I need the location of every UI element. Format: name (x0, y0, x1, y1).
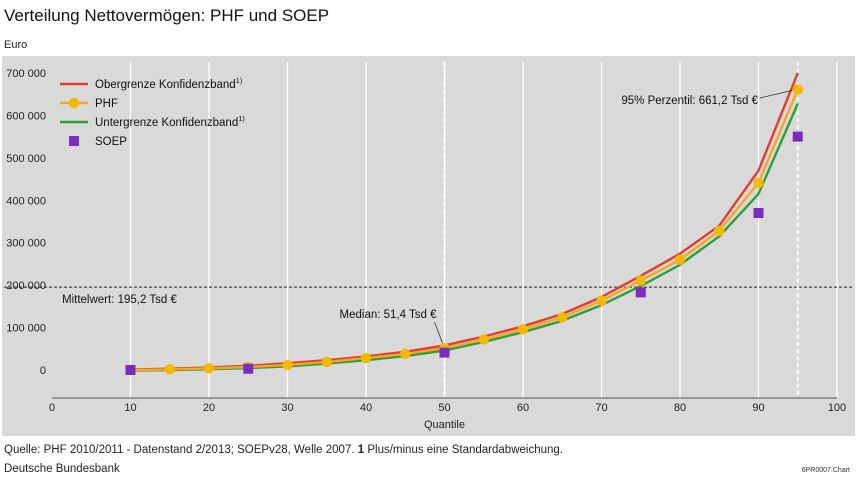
source-note: Quelle: PHF 2010/2011 - Datenstand 2/201… (4, 444, 563, 456)
x-tick-label: 20 (203, 402, 215, 414)
series-line-1 (130, 89, 799, 372)
chart-title: Verteilung Nettovermögen: PHF und SOEP (4, 6, 330, 25)
annotations: Median: 51,4 Tsd € 95% Perzentil: 661,2 T… (340, 90, 792, 344)
phf-point (753, 177, 764, 189)
plot-background (2, 56, 855, 436)
legend-series-name: Obergrenze Konfidenzband (95, 79, 236, 91)
soep-point (635, 287, 646, 298)
legend-series-name: PHF (95, 98, 118, 110)
x-tick-label: 40 (360, 402, 372, 414)
x-tick-label: 70 (595, 402, 607, 414)
footnote-number: 1 (357, 444, 365, 456)
axis-labels: 0 100 000 200 000 300 000 400 000 500 000 600 … (6, 68, 846, 431)
legend-marker-phf (68, 97, 80, 109)
legend-label-2: Untergrenze Konfidenzband1) (95, 114, 245, 129)
median-label: Median: 51,4 Tsd € (340, 309, 438, 321)
phf-point (635, 275, 646, 286)
x-tick-label: 0 (49, 402, 55, 414)
phf-point (321, 356, 332, 368)
legend-label-1: PHF (95, 98, 118, 110)
x-tick-label: 90 (752, 402, 764, 414)
soep-point (753, 208, 764, 219)
y-tick-label: 700 000 (6, 68, 46, 80)
phf-point (360, 352, 372, 364)
soep-point (439, 347, 450, 358)
legend-footnote-marker: 1) (236, 76, 243, 85)
x-tick-label: 60 (517, 402, 529, 414)
unit-label: Euro (4, 39, 28, 51)
phf-point (674, 254, 686, 265)
phf-point (400, 348, 411, 360)
y-tick-label: 300 000 (6, 238, 46, 250)
y-tick-label: 0 (40, 365, 46, 377)
phf-point (203, 363, 215, 374)
phf-point (517, 324, 529, 335)
soep-point (125, 365, 136, 375)
x-tick-label: 10 (124, 402, 136, 414)
series-group (125, 72, 803, 376)
legend-label-0: Obergrenze Konfidenzband1) (95, 76, 243, 91)
source-prefix: Quelle: PHF 2010/2011 - Datenstand 2/201… (4, 444, 358, 456)
legend-marker-soep (69, 136, 79, 146)
mean-label: Mittelwert: 195,2 Tsd € (62, 294, 177, 306)
chart-code: 6PR0007.Chart (801, 467, 850, 474)
soep-point (243, 363, 254, 374)
legend-series-name: Untergrenze Konfidenzband (95, 117, 238, 129)
median-leader-line (434, 321, 443, 344)
x-tick-label: 30 (281, 402, 293, 414)
legend: Obergrenze Konfidenzband1)PHFUntergrenze… (60, 76, 245, 148)
series-line-2 (130, 103, 799, 372)
y-tick-label: 100 000 (6, 323, 46, 335)
footnote-text: Plus/minus eine Standardabweichung. (364, 444, 563, 456)
y-tick-label: 500 000 (6, 153, 46, 165)
organization-label: Deutsche Bundesbank (4, 463, 120, 475)
y-tick-label: 400 000 (6, 195, 46, 207)
legend-series-name: SOEP (95, 136, 127, 148)
phf-point (596, 295, 607, 307)
soep-point (792, 131, 803, 142)
x-axis-title: Quantile (424, 419, 465, 431)
phf-point (478, 334, 489, 345)
y-tick-label: 600 000 (6, 110, 46, 122)
phf-point (792, 84, 803, 95)
reference-lines: Mittelwert: 195,2 Tsd € (4, 62, 852, 398)
percentile-leader-line (759, 90, 792, 99)
x-tick-label: 100 (828, 402, 846, 414)
phf-point (282, 359, 293, 371)
legend-footnote-marker: 1) (238, 114, 245, 123)
x-tick-label: 80 (674, 402, 686, 414)
phf-point (557, 312, 568, 323)
legend-label-3: SOEP (95, 136, 127, 148)
y-tick-label: 200 000 (6, 280, 46, 292)
phf-point (714, 225, 725, 237)
x-tick-label: 50 (438, 402, 450, 414)
phf-point (164, 364, 175, 375)
percentile-label: 95% Perzentil: 661,2 Tsd € (621, 95, 758, 107)
